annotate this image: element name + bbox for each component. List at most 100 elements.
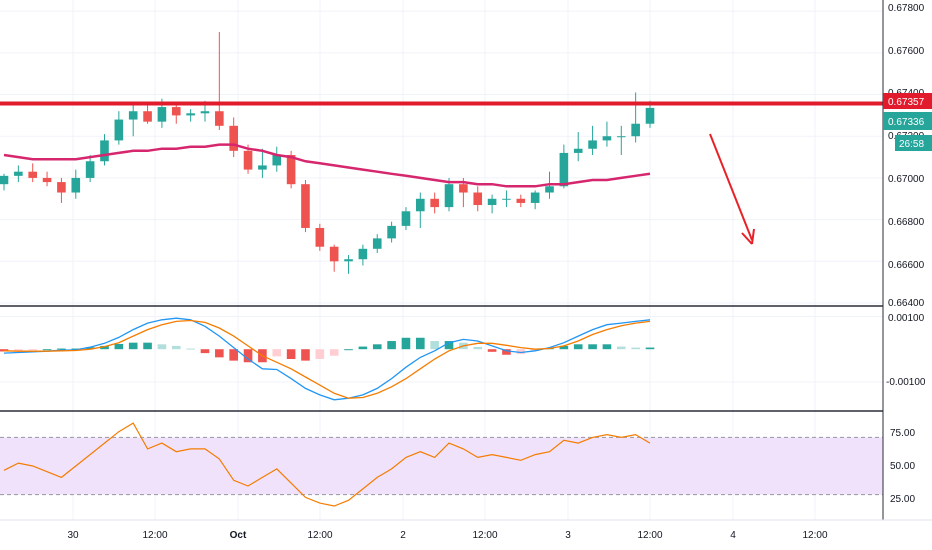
- macd-histogram-bar: [315, 349, 325, 359]
- candle-body: [100, 140, 109, 162]
- bearish-arrow-head: [741, 228, 755, 245]
- candle-body: [487, 198, 497, 206]
- macd-histogram-bar: [530, 349, 540, 351]
- macd-histogram-bar: [215, 349, 224, 358]
- macd-histogram-bar: [416, 337, 425, 350]
- price-grid: [0, 0, 883, 520]
- candle-body: [559, 152, 569, 187]
- candle-body: [387, 225, 396, 239]
- candle-body: [602, 136, 612, 141]
- candle-body: [416, 198, 425, 212]
- candle-body: [85, 161, 95, 178]
- candle-body: [0, 175, 9, 185]
- macd-histogram-bar: [372, 344, 382, 350]
- candle-body: [516, 198, 526, 203]
- macd-histogram-bar: [171, 345, 181, 350]
- macd-histogram-bar: [301, 349, 310, 361]
- macd-histogram-bar: [502, 349, 511, 355]
- macd-axis[interactable]: 0.00100 -0.00100: [886, 313, 926, 388]
- resistance-price-label: 0.67357: [888, 97, 925, 108]
- time-tick: 4: [730, 530, 736, 541]
- candle-body: [444, 184, 454, 208]
- time-tick: 12:00: [472, 530, 497, 541]
- candle-body: [286, 155, 296, 185]
- current-price-tag: [883, 112, 932, 130]
- macd-histogram-bar: [229, 349, 238, 361]
- candle-body: [401, 211, 411, 226]
- macd-histogram-bar: [157, 344, 167, 350]
- macd-histogram-bar: [430, 341, 439, 350]
- bearish-arrow: [709, 133, 753, 241]
- candle-body: [14, 171, 23, 176]
- candle-body: [171, 107, 181, 116]
- rsi-axis[interactable]: 75.00 50.00 25.00: [890, 428, 915, 505]
- candle-body: [358, 248, 368, 260]
- time-axis[interactable]: 30 12:00 Oct 12:00 2 12:00 3 12:00 4 12:…: [67, 530, 828, 541]
- macd-histogram-bar: [100, 345, 109, 350]
- macd-histogram-bar: [71, 348, 81, 350]
- candle-body: [128, 111, 138, 120]
- candle-body: [459, 184, 468, 193]
- candle-body: [631, 123, 640, 137]
- candle-body: [157, 107, 167, 122]
- candle-body: [243, 150, 253, 170]
- candle-body: [473, 192, 483, 206]
- rsi-tick: 25.00: [890, 494, 915, 505]
- candle-body: [42, 177, 52, 183]
- macd-histogram-bar: [114, 343, 124, 350]
- price-tick: 0.66400: [888, 298, 925, 309]
- macd-histogram-bar: [573, 344, 583, 350]
- rsi-tick: 75.00: [890, 428, 915, 439]
- candle-body: [200, 111, 210, 114]
- candle-body: [573, 148, 583, 153]
- candle-body: [272, 155, 282, 166]
- time-tick: 3: [565, 530, 571, 541]
- price-tick: 0.66800: [888, 217, 925, 228]
- time-tick: 2: [400, 530, 406, 541]
- macd-histogram-bar: [387, 341, 396, 350]
- macd-histogram-bar: [401, 337, 411, 350]
- macd-histogram-bar: [602, 344, 612, 350]
- time-tick: 12:00: [307, 530, 332, 541]
- candle-body: [186, 113, 195, 116]
- candle-body: [258, 165, 267, 170]
- candle-body: [143, 111, 152, 122]
- candle-body: [502, 198, 511, 200]
- price-tick: 0.67000: [888, 174, 925, 185]
- candle-body: [229, 125, 238, 151]
- time-tick: 12:00: [142, 530, 167, 541]
- macd-histogram-bar: [128, 342, 138, 350]
- macd-histogram-bar: [14, 349, 23, 351]
- candle-body: [530, 192, 540, 203]
- macd-histogram-bar: [616, 346, 626, 350]
- macd-histogram-bar: [143, 342, 152, 350]
- macd-histogram-bar: [444, 341, 454, 350]
- candle-body: [545, 186, 554, 193]
- macd-histogram-bar: [559, 345, 569, 350]
- candle-body: [645, 107, 655, 124]
- candlestick-series: [0, 32, 655, 274]
- macd-grid: [0, 316, 883, 383]
- rsi-tick: 50.00: [890, 461, 915, 472]
- candle-body: [372, 238, 382, 249]
- macd-histogram-bar: [200, 349, 210, 354]
- candle-body: [315, 227, 325, 247]
- candle-body: [301, 184, 310, 228]
- candle-body: [430, 198, 439, 208]
- candle-body: [28, 171, 38, 178]
- macd-histogram-bar: [588, 344, 597, 350]
- candle-body: [344, 259, 353, 262]
- price-tick: 0.67600: [888, 46, 925, 57]
- macd-tick: -0.00100: [886, 377, 926, 388]
- macd-histogram-bar: [516, 349, 526, 355]
- rsi-line: [3, 422, 651, 507]
- candle-body: [71, 177, 81, 193]
- candle-body: [588, 140, 597, 149]
- macd-histogram-bar: [645, 347, 655, 350]
- macd-histogram-bar: [186, 348, 195, 350]
- macd-histogram-bar: [28, 349, 38, 351]
- macd-histogram-bar: [272, 349, 282, 357]
- countdown-tag: [895, 135, 932, 151]
- macd-histogram-bar: [631, 347, 640, 350]
